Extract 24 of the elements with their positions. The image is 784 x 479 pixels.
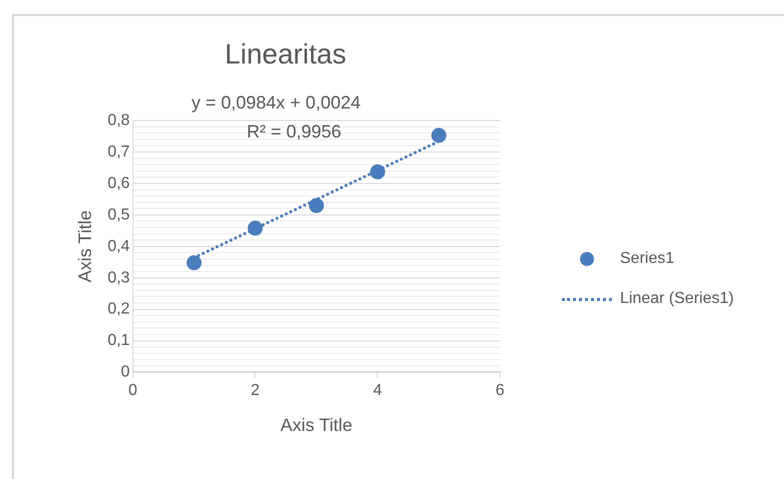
text: y = 0,0984x + 0,0024	[191, 92, 361, 113]
y-tick-label: 0,8	[108, 112, 130, 130]
y-tick-label: 0,7	[108, 143, 130, 160]
chart-title: Linearitas	[224, 38, 346, 70]
point	[431, 128, 446, 143]
point	[248, 220, 263, 236]
y-tick-label: 0,1	[108, 332, 130, 350]
y-axis-title: Axis Title	[74, 210, 95, 282]
point	[370, 164, 386, 180]
point	[186, 255, 202, 270]
x-tick-label: 6	[496, 382, 505, 400]
point	[308, 198, 324, 214]
y-tick-label: 0,3	[108, 269, 130, 286]
y-tick-label: 0,6	[108, 174, 130, 192]
y-tick-label: 0,4	[108, 238, 130, 255]
x-tick-label: 2	[250, 382, 260, 400]
legend-label: Linear (Series1)	[620, 290, 734, 308]
y-tick-label: 0	[120, 364, 130, 381]
legend-label: Series1	[620, 250, 674, 268]
x-tick-label: 4	[373, 382, 382, 400]
x-axis-title: Axis Title	[280, 415, 352, 436]
y-tick-label: 0,2	[108, 300, 130, 318]
y-tick-label: 0,5	[108, 206, 130, 224]
annotation: R² = 0,9956	[246, 122, 342, 142]
